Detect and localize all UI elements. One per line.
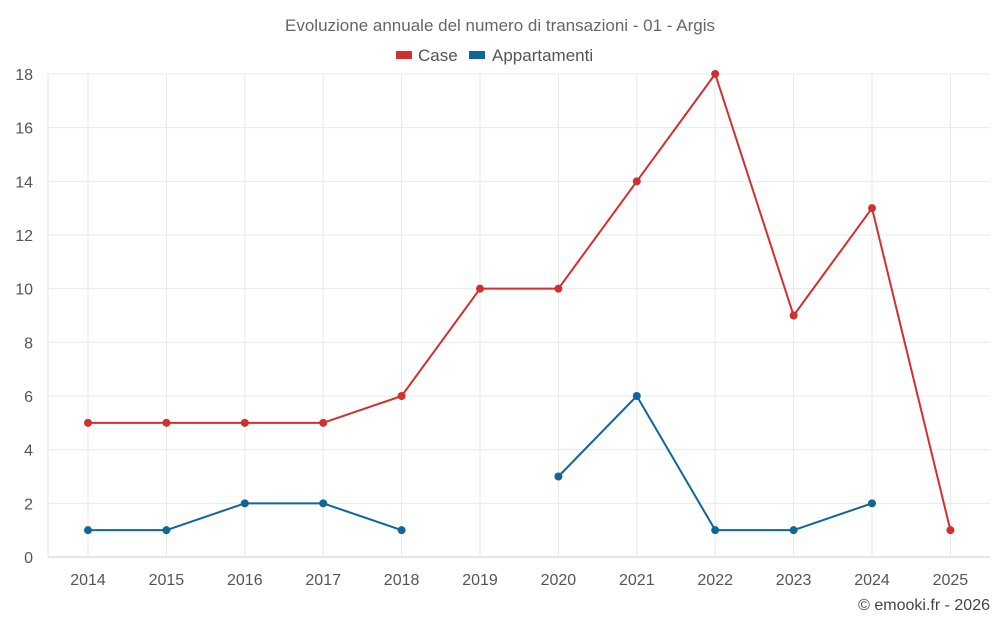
y-tick-label: 2	[24, 496, 33, 513]
x-tick-label: 2018	[384, 572, 420, 589]
data-point-case[interactable]	[632, 177, 641, 186]
series-points	[84, 70, 955, 535]
x-tick-label: 2017	[305, 572, 341, 589]
data-point-appartamenti[interactable]	[240, 499, 249, 508]
y-tick-label: 4	[24, 443, 33, 460]
data-point-case[interactable]	[868, 204, 876, 213]
x-tick-label: 2014	[70, 572, 106, 589]
data-point-case[interactable]	[319, 418, 328, 427]
series-lines	[88, 73, 952, 532]
data-point-appartamenti[interactable]	[84, 526, 92, 535]
data-point-appartamenti[interactable]	[554, 472, 563, 481]
x-tick-label: 2025	[933, 572, 969, 589]
data-point-case[interactable]	[476, 284, 484, 293]
x-tick-label: 2021	[619, 572, 655, 589]
x-tick-label: 2023	[776, 572, 812, 589]
credit-text: © emooki.fr - 2026	[858, 597, 990, 614]
data-point-case[interactable]	[711, 70, 720, 78]
legend-label-appartamenti[interactable]: Appartamenti	[492, 46, 593, 65]
data-point-case[interactable]	[240, 418, 249, 427]
legend-swatch-appartamenti	[469, 51, 485, 59]
data-point-case[interactable]	[554, 284, 563, 293]
data-point-case[interactable]	[789, 311, 798, 320]
x-tick-label: 2015	[149, 572, 185, 589]
y-tick-label: 16	[15, 121, 33, 138]
y-tick-label: 14	[15, 174, 33, 191]
y-tick-label: 10	[15, 282, 33, 299]
x-tick-label: 2016	[227, 572, 263, 589]
data-point-appartamenti[interactable]	[868, 499, 876, 508]
data-point-case[interactable]	[162, 418, 171, 427]
data-point-appartamenti[interactable]	[162, 526, 171, 535]
x-tick-label: 2022	[697, 572, 733, 589]
y-tick-label: 0	[24, 550, 33, 567]
axes: 0 2 4 6 8 10 12 14 16 18 2014 2015 2016 2017 2018 2019 2…	[15, 67, 990, 589]
data-point-appartamenti[interactable]	[319, 499, 328, 508]
data-point-case[interactable]	[946, 526, 955, 535]
y-tick-label: 8	[24, 335, 33, 352]
data-point-appartamenti[interactable]	[397, 526, 406, 535]
y-tick-label: 6	[24, 389, 33, 406]
chart-title: Evoluzione annuale del numero di transaz…	[285, 16, 715, 35]
legend-swatch-case	[396, 51, 412, 59]
data-point-appartamenti[interactable]	[632, 392, 641, 400]
data-point-case[interactable]	[397, 392, 406, 400]
y-tick-label: 18	[15, 67, 33, 84]
x-tick-label: 2020	[541, 572, 577, 589]
series-line-case	[88, 73, 952, 531]
data-point-case[interactable]	[84, 418, 92, 427]
data-point-appartamenti[interactable]	[711, 526, 720, 535]
legend-label-case[interactable]: Case	[418, 46, 458, 65]
y-tick-label: 12	[15, 228, 33, 245]
legend: Case Appartamenti	[396, 46, 593, 65]
x-tick-label: 2024	[854, 572, 890, 589]
grid	[47, 73, 990, 558]
x-tick-label: 2019	[462, 572, 498, 589]
data-point-appartamenti[interactable]	[789, 526, 798, 535]
